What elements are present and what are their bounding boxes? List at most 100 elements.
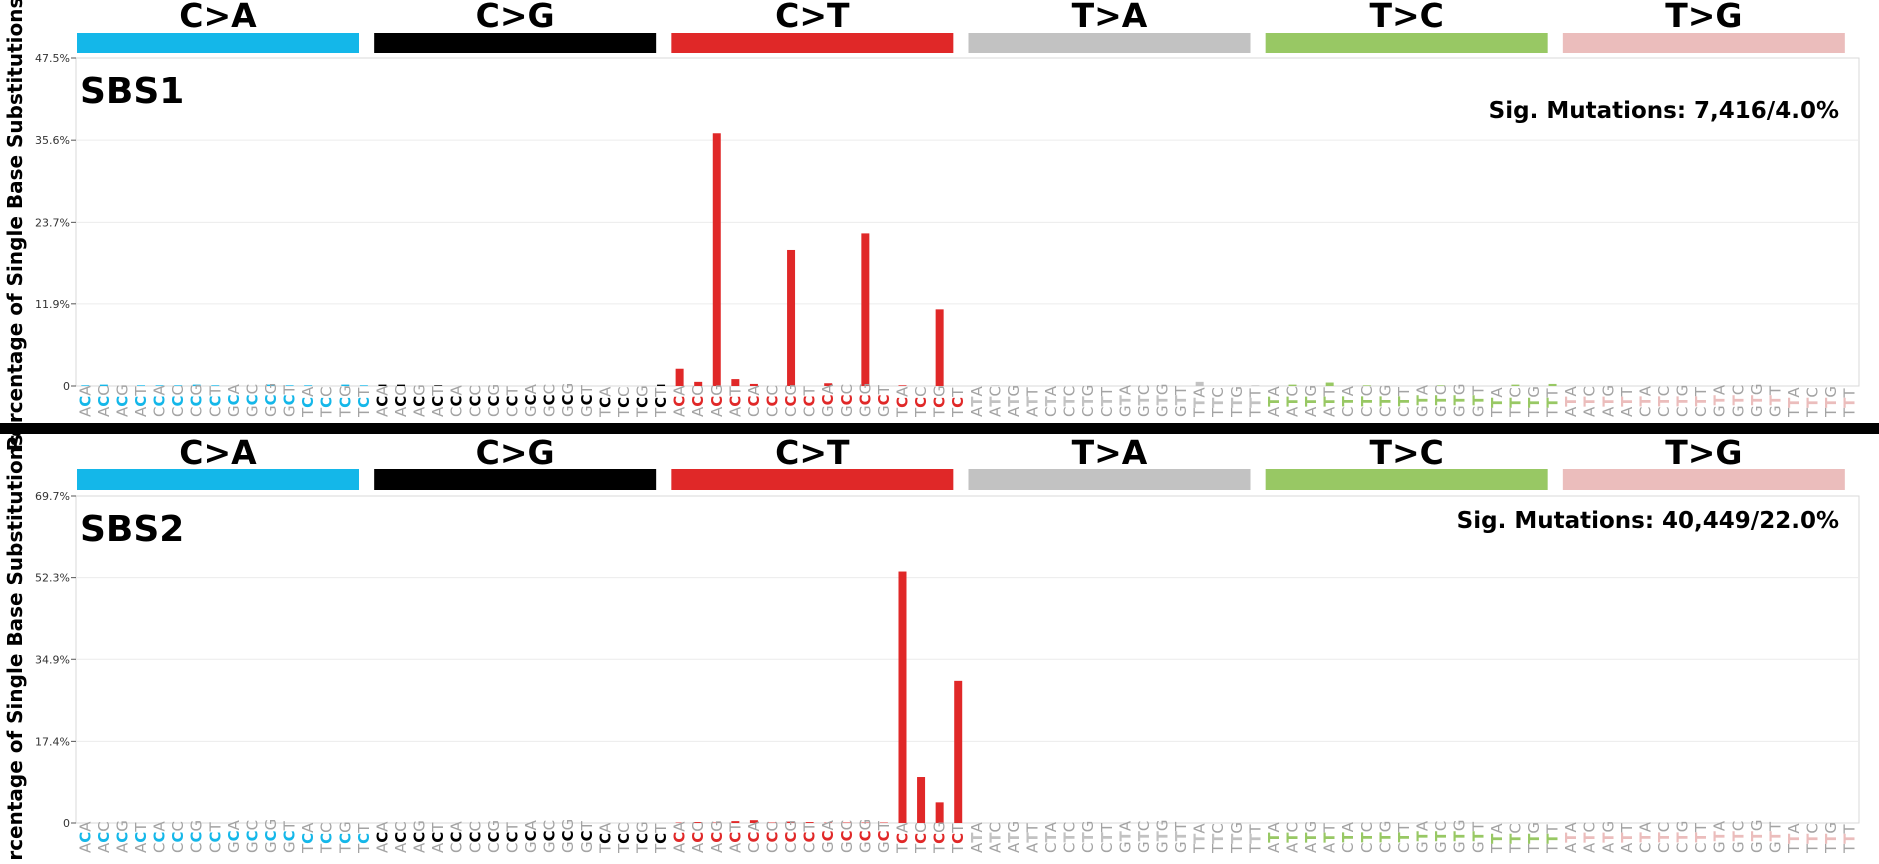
- x-tick-label: TCG: [336, 385, 354, 418]
- x-tick-label: GCC: [838, 384, 856, 417]
- x-tick-label: TCC: [615, 386, 633, 418]
- x-tick-label: ACC: [689, 821, 707, 853]
- x-tick-label: TTT: [1246, 388, 1264, 418]
- mutation-type-label: C>G: [476, 433, 555, 472]
- bar-TtoA-TTA: [1196, 382, 1204, 386]
- x-tick-label: GCA: [225, 819, 243, 853]
- x-tick-label: GCC: [541, 384, 559, 417]
- x-tick-label: ATA: [968, 386, 986, 418]
- x-tick-label: CCC: [169, 385, 187, 417]
- x-tick-label: TTA: [1785, 823, 1803, 854]
- y-axis-label: Percentage of Single Base Substitutions: [3, 0, 27, 451]
- bar-CtoA-TCA: [304, 385, 312, 386]
- x-tick-label: ATG: [1599, 821, 1617, 853]
- x-tick-label: CTA: [1339, 821, 1357, 853]
- bar-CtoT-TCA: [898, 385, 906, 386]
- x-tick-label: GCC: [243, 384, 261, 417]
- x-tick-label: CCG: [782, 384, 800, 417]
- x-tick-label: TCT: [355, 823, 373, 854]
- x-tick-label: ATG: [1302, 821, 1320, 853]
- x-tick-label: CTG: [1376, 385, 1394, 417]
- y-tick-label: 0: [63, 380, 70, 393]
- x-tick-label: CTA: [1636, 821, 1654, 853]
- x-tick-label: CCC: [466, 385, 484, 417]
- x-tick-label: ACC: [392, 821, 410, 853]
- x-tick-label: GCG: [262, 819, 280, 853]
- x-tick-label: ATC: [986, 822, 1004, 853]
- x-tick-label: ATA: [968, 822, 986, 854]
- x-tick-label: CCC: [763, 385, 781, 417]
- x-tick-label: GTG: [1451, 820, 1469, 853]
- x-tick-label: ATA: [1562, 386, 1580, 418]
- x-tick-label: GCG: [559, 819, 577, 853]
- y-tick-label: 69.7%: [35, 490, 70, 503]
- y-tick-label: 0: [63, 817, 70, 830]
- x-tick-label: ATG: [1005, 821, 1023, 853]
- x-tick-label: TCC: [318, 386, 336, 418]
- x-tick-label: GCT: [281, 384, 299, 417]
- x-tick-label: TCG: [633, 821, 651, 854]
- y-tick-label: 52.3%: [35, 572, 70, 585]
- mutation-type-label: C>A: [179, 433, 257, 472]
- x-tick-label: TTC: [1506, 823, 1524, 854]
- x-tick-label: TCA: [893, 386, 911, 418]
- x-tick-label: CCA: [151, 385, 169, 418]
- x-tick-label: TCG: [633, 385, 651, 418]
- x-tick-label: CCC: [169, 821, 187, 853]
- x-tick-label: GCA: [522, 383, 540, 417]
- x-tick-label: TTC: [1209, 387, 1227, 418]
- x-tick-label: TCG: [931, 821, 949, 854]
- x-tick-label: GCG: [559, 383, 577, 417]
- x-tick-label: GCT: [875, 384, 893, 417]
- x-tick-label: ACT: [429, 386, 447, 417]
- x-tick-label: CTC: [1358, 822, 1376, 853]
- x-tick-label: CTG: [1376, 821, 1394, 853]
- x-tick-label: CTC: [1061, 386, 1079, 417]
- panel-divider: [0, 423, 1879, 434]
- x-tick-label: TTT: [1246, 824, 1264, 854]
- bar-TtoC-TTC: [1511, 385, 1519, 386]
- x-tick-label: GTT: [1469, 821, 1487, 853]
- bar-CtoT-TCC: [917, 777, 925, 823]
- x-tick-label: GTC: [1432, 821, 1450, 853]
- bar-TtoA-ATC: [991, 385, 999, 386]
- x-tick-label: TCC: [318, 822, 336, 854]
- bar-CtoT-ACG: [713, 133, 721, 386]
- mutation-type-band: [77, 33, 359, 53]
- x-tick-label: TCA: [596, 822, 614, 854]
- bar-CtoG-ACT: [434, 385, 442, 386]
- x-tick-label: TCC: [615, 822, 633, 854]
- mutation-type-band: [671, 469, 953, 490]
- bar-CtoT-TCA: [898, 572, 906, 823]
- mutation-count-annotation: Sig. Mutations: 40,449/22.0%: [1457, 508, 1839, 534]
- x-tick-label: CTC: [1061, 822, 1079, 853]
- bar-CtoT-GCG: [861, 233, 869, 386]
- x-tick-label: TCT: [355, 387, 373, 418]
- x-tick-label: GTC: [1135, 821, 1153, 853]
- x-tick-label: CCA: [151, 821, 169, 854]
- mutation-count-annotation: Sig. Mutations: 7,416/4.0%: [1489, 98, 1839, 124]
- x-tick-label: ATA: [1265, 386, 1283, 418]
- x-tick-label: GCC: [243, 820, 261, 853]
- x-tick-label: CTA: [1339, 385, 1357, 417]
- x-tick-label: CCT: [206, 386, 224, 418]
- signature-title: SBS2: [80, 509, 184, 550]
- x-tick-label: ACA: [671, 385, 689, 417]
- x-tick-label: TTG: [1525, 822, 1543, 854]
- x-tick-label: CTG: [1674, 385, 1692, 417]
- bar-CtoA-CCT: [211, 385, 219, 386]
- x-tick-label: ATC: [986, 386, 1004, 417]
- x-tick-label: GTC: [1729, 821, 1747, 853]
- x-tick-label: GTC: [1729, 385, 1747, 417]
- x-tick-label: CCG: [485, 384, 503, 417]
- x-tick-label: ATA: [1562, 822, 1580, 854]
- x-tick-label: CCT: [503, 386, 521, 418]
- x-tick-label: ACT: [726, 386, 744, 417]
- x-tick-label: ATT: [1024, 823, 1042, 854]
- x-tick-label: GTT: [1766, 385, 1784, 417]
- y-tick-label: 23.7%: [35, 216, 70, 229]
- x-tick-label: GCT: [578, 820, 596, 853]
- x-tick-label: CTG: [1674, 821, 1692, 853]
- x-tick-label: CTA: [1042, 385, 1060, 417]
- signature-panel-sbs2: 017.4%34.9%52.3%69.7%Percentage of Singl…: [3, 433, 1859, 860]
